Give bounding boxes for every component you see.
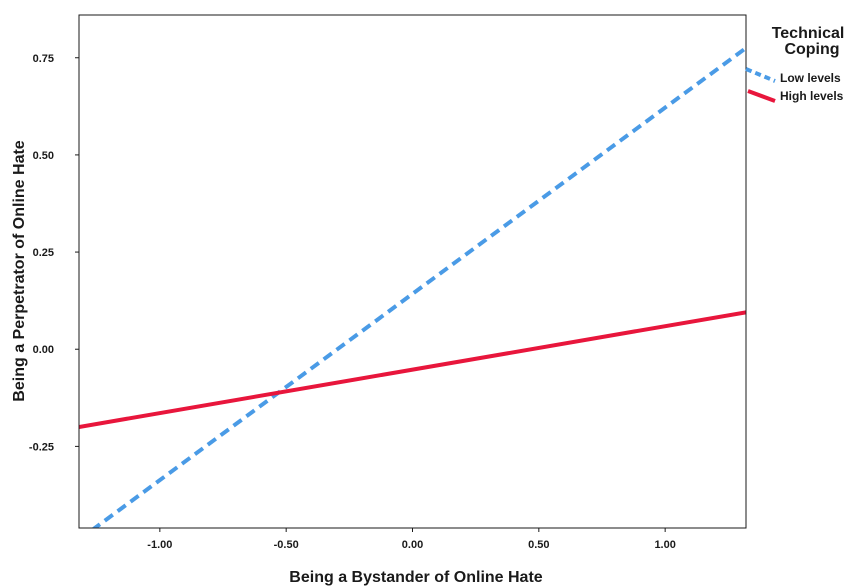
legend-label-high-levels: High levels — [780, 89, 844, 103]
x-tick-label: -1.00 — [147, 539, 172, 551]
y-tick-label: 0.25 — [33, 247, 54, 259]
y-axis-title: Being a Perpetrator of Online Hate — [11, 140, 28, 401]
x-tick-label: -0.50 — [274, 539, 299, 551]
legend-swatch-high-levels — [747, 89, 776, 103]
y-tick-label: 0.00 — [33, 344, 54, 356]
series-layer — [79, 46, 746, 528]
y-axis-ticks: -0.25 0.00 0.25 0.50 0.75 — [29, 53, 79, 453]
legend-label-low-levels: Low levels — [780, 71, 841, 85]
x-tick-label: 0.50 — [528, 539, 549, 551]
x-axis-ticks: -1.00 -0.50 0.00 0.50 1.00 — [147, 528, 676, 551]
x-tick-label: 0.00 — [402, 539, 423, 551]
y-tick-label: -0.25 — [29, 441, 54, 453]
series-line-high-levels — [79, 310, 746, 429]
y-tick-label: 0.75 — [33, 53, 54, 65]
plot-frame — [78, 14, 747, 529]
x-tick-label: 1.00 — [654, 539, 675, 551]
x-axis-title: Being a Bystander of Online Hate — [289, 569, 542, 586]
legend: Technical Coping Low levels High levels — [745, 25, 845, 103]
series-line-low-levels — [91, 46, 746, 528]
legend-title-line-2: Coping — [784, 41, 839, 58]
y-tick-label: 0.50 — [33, 150, 54, 162]
legend-title-line-1: Technical — [772, 25, 845, 42]
legend-swatch-low-levels — [745, 67, 776, 83]
